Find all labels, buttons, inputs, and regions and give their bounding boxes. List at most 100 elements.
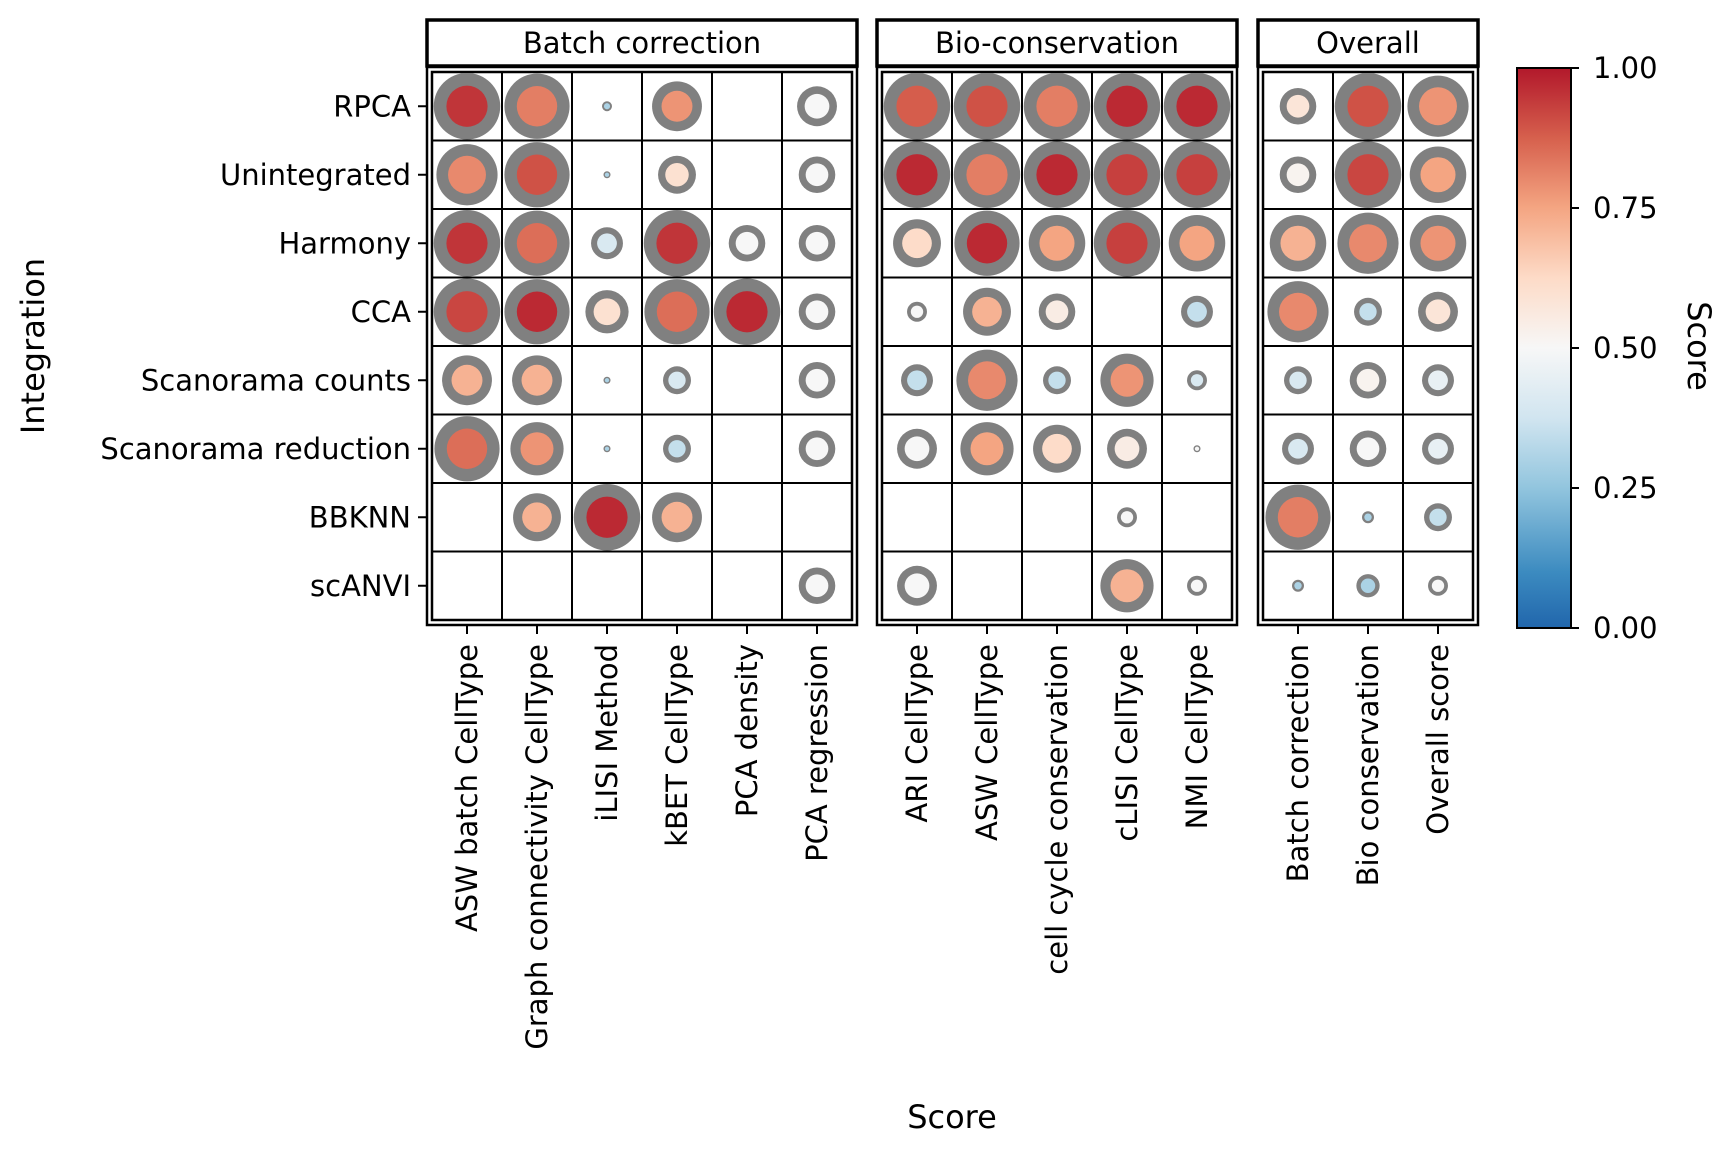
dot-inner-fill xyxy=(603,103,611,110)
colorbar-gradient xyxy=(1516,67,1572,629)
row-label-bbknn: BBKNN xyxy=(309,500,411,534)
dot-inner-fill xyxy=(805,231,829,255)
dot-scanvi-batch-correction xyxy=(1292,579,1304,592)
panel-strip xyxy=(875,18,1239,68)
dot-inner-fill xyxy=(586,496,628,538)
dot-rpca-pca-regression xyxy=(797,86,837,127)
dot-inner-fill xyxy=(1420,157,1456,193)
dot-inner-fill xyxy=(446,428,488,469)
dot-inner-fill xyxy=(896,85,938,127)
dot-inner-fill xyxy=(726,291,768,333)
dot-inner-fill xyxy=(1420,225,1456,261)
dot-cca-overall-score xyxy=(1418,291,1458,332)
column-label-pca-regression: PCA regression xyxy=(800,644,834,862)
dot-harmony-asw-celltype xyxy=(954,210,1020,276)
dot-inner-fill xyxy=(805,300,829,324)
colorbar-tick-label: 0.50 xyxy=(1593,331,1658,365)
panel-frame-outer xyxy=(425,65,859,627)
column-label-cell-cycle-conservation: cell cycle conservation xyxy=(1040,644,1074,975)
dot-harmony-clisi-celltype xyxy=(1093,210,1161,277)
colorbar-title: Score xyxy=(1680,301,1718,391)
dot-inner-fill xyxy=(805,574,829,598)
panel-title: Batch correction xyxy=(523,26,761,60)
dot-scanvi-overall-score xyxy=(1428,575,1448,596)
dot-bbknn-batch-correction xyxy=(1265,484,1331,550)
dot-inner-fill xyxy=(1349,224,1387,263)
dot-harmony-ilisi-method xyxy=(591,227,623,260)
column-label-graph-connectivity-celltype: Graph connectivity CellType xyxy=(520,644,554,1050)
dot-inner-fill xyxy=(1042,433,1072,464)
dot-inner-fill xyxy=(1425,299,1451,325)
panel-overall: Overall Batch correction Bio conservation O… xyxy=(1256,18,1480,886)
dot-scanorama-reduction-ari-celltype xyxy=(897,428,937,469)
dot-cca-nmi-celltype xyxy=(1181,295,1213,328)
dot-cca-ilisi-method xyxy=(585,290,629,334)
dot-inner-fill xyxy=(1428,438,1448,459)
dot-inner-fill xyxy=(966,154,1008,196)
dot-inner-fill xyxy=(904,573,930,599)
dot-inner-fill xyxy=(446,291,488,333)
column-label-asw-celltype: ASW CellType xyxy=(970,644,1004,841)
dot-inner-fill xyxy=(907,370,927,391)
colorbar-tick-label: 1.00 xyxy=(1593,51,1658,85)
dot-scanorama-reduction-bio-conservation xyxy=(1349,430,1387,468)
dot-inner-fill xyxy=(1045,300,1069,324)
colorbar-tick-label: 0.75 xyxy=(1593,191,1658,225)
dot-scanorama-reduction-asw-batch-celltype xyxy=(434,416,500,482)
dot-inner-fill xyxy=(1106,154,1148,196)
dot-harmony-overall-score xyxy=(1409,214,1467,272)
dot-inner-fill xyxy=(597,233,617,254)
dot-inner-fill xyxy=(972,296,1002,327)
dot-inner-fill xyxy=(805,368,829,392)
dot-harmony-pca-regression xyxy=(798,224,836,262)
dot-unintegrated-asw-celltype xyxy=(953,141,1021,208)
dot-cca-bio-conservation xyxy=(1354,297,1382,326)
dot-inner-fill xyxy=(1279,292,1317,331)
dot-scanorama-counts-batch-correction xyxy=(1284,366,1312,395)
dot-harmony-pca-density xyxy=(728,224,766,262)
dot-scanorama-reduction-kbet-celltype xyxy=(663,434,691,463)
dot-inner-fill xyxy=(804,93,830,119)
dot-unintegrated-bio-conservation xyxy=(1334,141,1402,208)
dot-scanorama-counts-clisi-celltype xyxy=(1100,353,1154,407)
dot-inner-fill xyxy=(1194,446,1200,451)
dot-scanorama-reduction-ilisi-method xyxy=(603,445,611,453)
dot-unintegrated-cell-cycle-conservation xyxy=(1023,141,1091,208)
dot-rpca-overall-score xyxy=(1407,75,1469,137)
dot-inner-fill xyxy=(1176,85,1218,127)
dot-unintegrated-ari-celltype xyxy=(883,141,951,208)
colorbar: 0.00 0.25 0.50 0.75 1.00 Score xyxy=(1516,51,1718,645)
dot-cca-asw-batch-celltype xyxy=(433,278,501,345)
dot-scanorama-reduction-overall-score xyxy=(1422,432,1454,465)
dot-inner-fill xyxy=(902,228,932,259)
dot-unintegrated-asw-batch-celltype xyxy=(436,144,498,206)
dot-cca-kbet-celltype xyxy=(644,279,710,345)
row-label-harmony: Harmony xyxy=(278,226,411,260)
dot-inner-fill xyxy=(516,291,558,332)
dot-inner-fill xyxy=(521,364,553,396)
dot-inner-fill xyxy=(1360,578,1376,593)
panel-title: Overall xyxy=(1316,26,1420,60)
dot-scanorama-reduction-asw-celltype xyxy=(960,422,1014,476)
dot-rpca-clisi-celltype xyxy=(1093,73,1161,140)
dot-inner-fill xyxy=(805,437,829,461)
dot-harmony-ari-celltype xyxy=(893,219,941,268)
dot-harmony-batch-correction xyxy=(1269,214,1327,272)
dot-inner-fill xyxy=(735,231,759,255)
dot-inner-fill xyxy=(966,223,1008,264)
dot-rpca-bio-conservation xyxy=(1334,73,1402,140)
dot-scanorama-counts-bio-conservation xyxy=(1349,361,1387,399)
dot-inner-fill xyxy=(516,86,558,127)
dot-inner-fill xyxy=(1277,497,1319,538)
dot-harmony-cell-cycle-conservation xyxy=(1028,214,1086,272)
dot-scanorama-reduction-pca-regression xyxy=(798,430,836,468)
dot-inner-fill xyxy=(1048,371,1066,389)
dot-inner-fill xyxy=(1114,436,1140,462)
colorbar-tick-label: 0.25 xyxy=(1593,471,1658,505)
dot-scanorama-reduction-nmi-celltype xyxy=(1193,445,1201,453)
dot-cca-asw-celltype xyxy=(963,287,1011,336)
dot-inner-fill xyxy=(1356,437,1380,461)
row-label-unintegrated: Unintegrated xyxy=(220,158,411,192)
dot-inner-fill xyxy=(966,85,1008,127)
